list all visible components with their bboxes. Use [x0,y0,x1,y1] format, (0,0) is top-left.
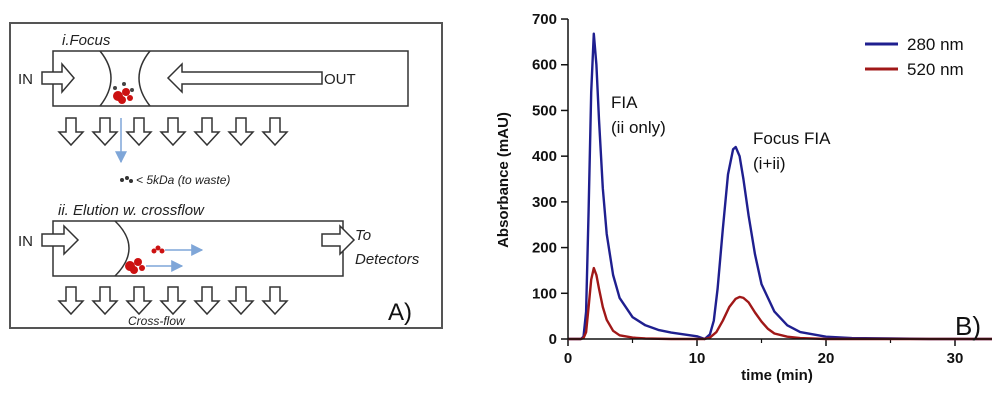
in-arrow-icon [41,61,75,95]
y-tick-label: 700 [532,11,557,28]
in-label-1: IN [18,71,33,88]
in-arrow-2-icon [41,224,80,256]
series-280-nm-line [568,32,992,341]
particle-cluster-1 [113,82,134,104]
crossflow-arrows-row-1 [57,117,289,147]
focus-title: i.Focus [62,32,111,49]
y-tick-label: 100 [532,285,557,302]
waste-label: < 5kDa (to waste) [136,173,230,187]
focus-channel [52,50,409,107]
to-detectors-arrow-icon [321,224,356,256]
panel-a-letter: A) [388,299,412,326]
y-axis-title: Absorbance (mAU) [495,112,512,248]
legend-label-520: 520 nm [907,60,964,79]
elution-title: ii. Elution w. crossflow [58,202,205,219]
to-label: To [355,227,371,244]
annotation-fia-line-2: (ii only) [611,118,666,137]
series-520-nm-line [568,266,992,341]
y-tick-label: 400 [532,148,557,165]
annotation-fia-line-1: FIA [611,93,638,112]
annotation-focus-line-1: Focus FIA [753,129,831,148]
crossflow-label: Cross-flow [128,314,186,328]
x-axis-title: time (min) [741,367,813,384]
panel-b-letter: B) [955,311,981,341]
y-tick-label: 600 [532,57,557,74]
annotation-focus-line-2: (i+ii) [753,154,786,173]
out-label: OUT [324,71,356,88]
y-tick-label: 0 [549,331,557,348]
y-tick-label: 500 [532,102,557,119]
x-tick-label: 20 [818,350,835,367]
y-tick-label: 200 [532,240,557,257]
out-arrow-icon [166,62,323,94]
x-tick-label: 10 [689,350,706,367]
x-tick-label: 0 [564,350,572,367]
detectors-label: Detectors [355,251,420,268]
x-tick-label: 30 [947,350,964,367]
particle-cluster-2 [125,245,165,274]
y-tick-label: 300 [532,194,557,211]
crossflow-arrows-row-2 [57,286,289,316]
legend-label-280: 280 nm [907,35,964,54]
small-molecule-icon [120,176,133,183]
legend: 280 nm 520 nm [865,35,964,79]
in-label-2: IN [18,233,33,250]
